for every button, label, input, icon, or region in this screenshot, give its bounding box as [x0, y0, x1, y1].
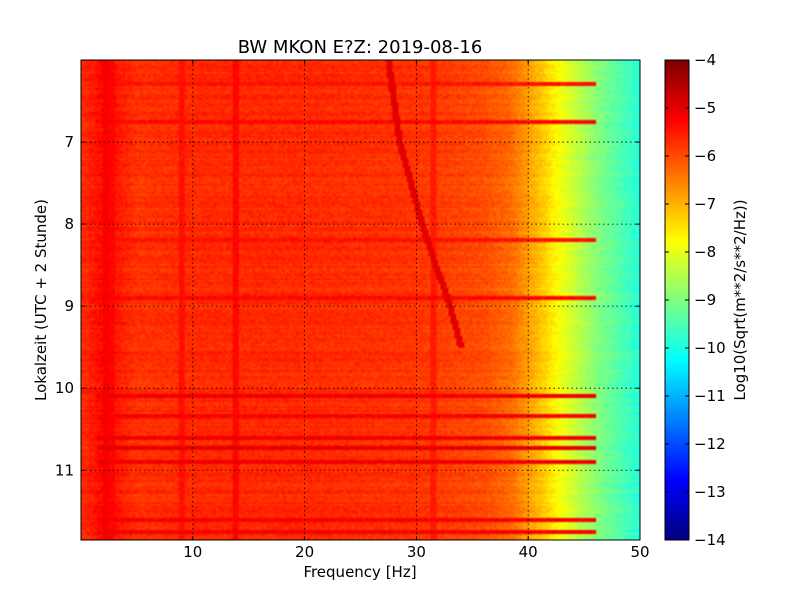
colorbar-tick-label: −8	[694, 243, 716, 261]
y-tick-label: 11	[55, 461, 74, 479]
x-axis-label: Frequency [Hz]	[303, 563, 416, 581]
x-tick-label: 50	[630, 543, 649, 561]
spectrogram-heatmap	[81, 60, 640, 540]
plot-area	[80, 59, 641, 541]
colorbar-tick-label: −4	[694, 51, 716, 69]
x-tick-label: 30	[407, 543, 426, 561]
colorbar-tick-label: −9	[694, 291, 716, 309]
y-axis-label: Lokalzeit (UTC + 2 Stunde)	[32, 199, 50, 401]
colorbar: −4 −5 −6 −7 −8 −9 −10 −11 −12 −13 −14 Log10(Sqrt(m…	[664, 51, 749, 549]
y-tick-label: 10	[55, 379, 74, 397]
x-tick-label: 10	[183, 543, 202, 561]
y-tick-label: 9	[64, 297, 74, 315]
plot-frame	[80, 59, 641, 541]
colorbar-tick-label: −10	[694, 339, 726, 357]
y-tick-label: 8	[64, 215, 74, 233]
colorbar-tick-label: −13	[694, 483, 726, 501]
x-tick-label: 20	[295, 543, 314, 561]
colorbar-tick-label: −6	[694, 147, 716, 165]
colorbar-tick-label: −5	[694, 99, 716, 117]
colorbar-label: Log10(Sqrt(m**2/s**2/Hz))	[731, 199, 749, 400]
colorbar-ticks: −4 −5 −6 −7 −8 −9 −10 −11 −12 −13 −14	[665, 51, 726, 549]
grid-lines	[81, 60, 640, 540]
y-axis-ticks: 7 8 9 10 11	[55, 133, 640, 479]
chart-title: BW MKON E?Z: 2019-08-16	[238, 37, 483, 58]
colorbar-tick-label: −11	[694, 387, 726, 405]
x-axis-ticks: 10 20 30 40 50	[183, 60, 650, 561]
y-tick-label: 7	[64, 133, 74, 151]
x-tick-label: 40	[519, 543, 538, 561]
colorbar-tick-label: −14	[694, 531, 726, 549]
colorbar-tick-label: −7	[694, 195, 716, 213]
colorbar-tick-label: −12	[694, 435, 726, 453]
